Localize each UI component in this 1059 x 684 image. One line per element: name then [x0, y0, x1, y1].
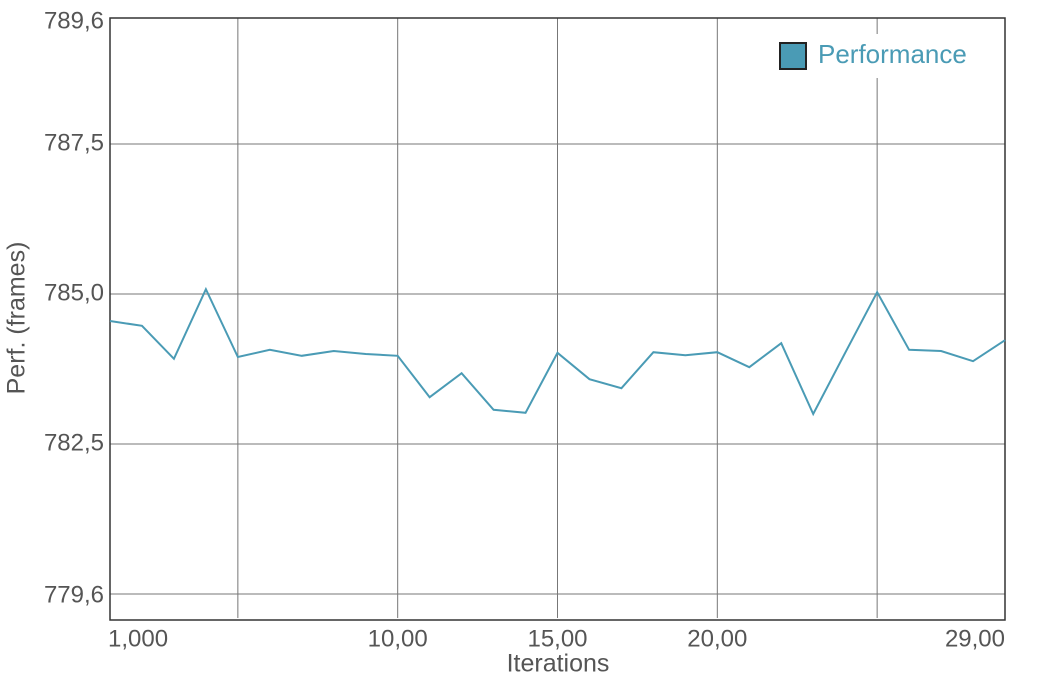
plot-border [109, 17, 1006, 621]
y-tick-label: 789,6 [44, 7, 104, 34]
x-tick-label: 10,00 [368, 625, 428, 652]
x-tick-label: 20,00 [687, 625, 747, 652]
y-axis-title: Perf. (frames) [3, 242, 31, 395]
data-line [109, 286, 1006, 417]
x-tick-label: 15,00 [527, 625, 587, 652]
x-tick-label: 1,000 [108, 625, 168, 652]
x-tick-label: 29,00 [945, 625, 1005, 652]
legend-label: Performance [818, 39, 967, 69]
x-axis-title: Iterations [507, 650, 610, 678]
legend-swatch [779, 42, 807, 70]
y-tick-label: 782,5 [44, 429, 104, 456]
y-tick-label: 785,0 [44, 279, 104, 306]
y-tick-label: 779,6 [44, 581, 104, 608]
y-tick-label: 787,5 [44, 129, 104, 156]
